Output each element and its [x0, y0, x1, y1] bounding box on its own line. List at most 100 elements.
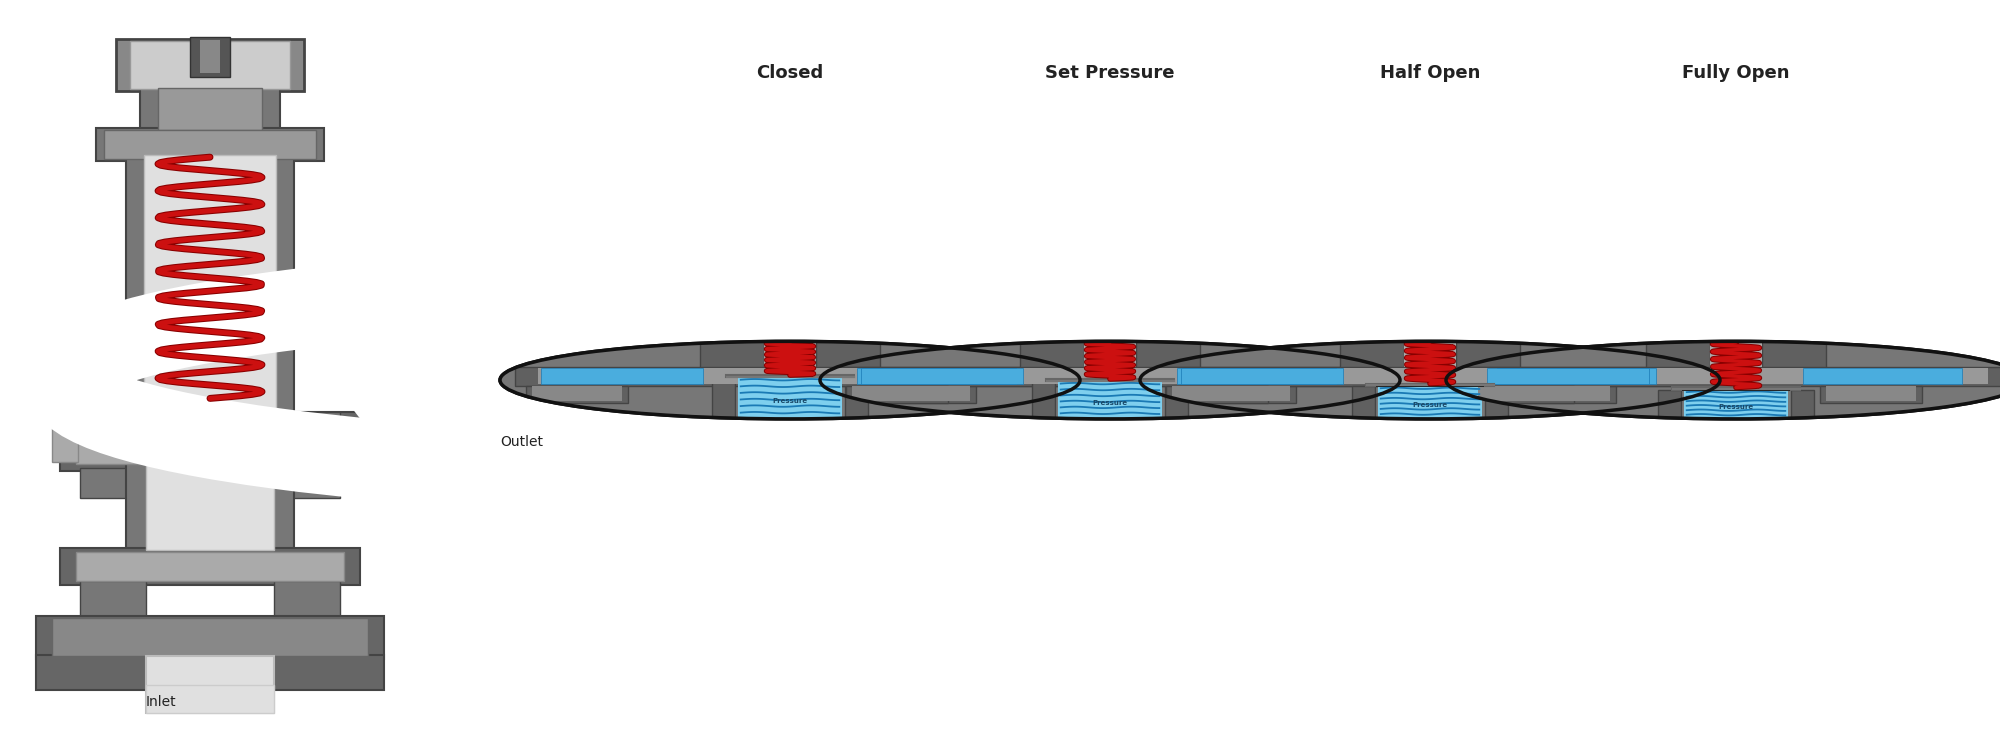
Bar	[1820, 385, 1922, 403]
Bar	[1496, 368, 1656, 384]
Bar	[1456, 339, 1520, 366]
Bar	[1646, 339, 1710, 366]
Bar	[1378, 386, 1482, 420]
Bar	[144, 155, 276, 414]
Text: Fully Open: Fully Open	[1682, 64, 1790, 82]
Bar	[1166, 385, 1268, 403]
Bar	[1472, 385, 1574, 403]
Bar	[1520, 386, 1610, 401]
Bar	[1404, 339, 1456, 366]
Bar	[700, 339, 764, 366]
Bar	[1340, 339, 1404, 366]
Bar	[712, 377, 734, 421]
Bar	[1672, 387, 1800, 390]
Bar	[1366, 384, 1494, 386]
Text: Inlet: Inlet	[146, 694, 176, 709]
Bar	[52, 418, 78, 462]
Bar	[1352, 386, 1374, 421]
Bar	[1032, 382, 1054, 421]
Bar	[764, 339, 816, 366]
Bar	[52, 618, 368, 656]
Bar	[274, 581, 340, 618]
Bar	[76, 552, 344, 581]
Text: Set Pressure: Set Pressure	[1046, 64, 1174, 82]
Bar	[1084, 339, 1136, 366]
Text: Half Open: Half Open	[1380, 64, 1480, 82]
Bar	[1484, 368, 1988, 384]
Bar	[1046, 379, 1174, 382]
Bar	[816, 339, 880, 366]
Bar	[1792, 390, 1814, 421]
Bar	[104, 130, 316, 159]
Bar	[1172, 386, 1262, 401]
Bar	[726, 375, 854, 377]
Bar	[140, 88, 280, 132]
Text: Pressure: Pressure	[1092, 400, 1128, 406]
Bar	[146, 414, 274, 420]
Text: Pressure: Pressure	[1718, 404, 1754, 410]
Bar	[274, 468, 340, 498]
Bar	[846, 377, 868, 421]
Bar	[540, 368, 704, 384]
Bar	[1486, 386, 1508, 421]
Bar	[60, 548, 360, 585]
Text: Pressure: Pressure	[1412, 402, 1448, 408]
Ellipse shape	[792, 338, 1428, 423]
Bar	[360, 421, 480, 462]
Bar	[538, 368, 1042, 384]
Ellipse shape	[820, 341, 1400, 419]
Bar	[1486, 368, 1650, 384]
Bar	[80, 412, 146, 444]
Bar	[116, 39, 304, 91]
Bar	[96, 128, 324, 161]
Bar	[1136, 339, 1200, 366]
Bar	[1194, 385, 1296, 403]
Bar	[1058, 382, 1162, 420]
Bar	[60, 412, 360, 471]
Ellipse shape	[1446, 341, 2000, 419]
Bar	[860, 368, 1024, 384]
Ellipse shape	[1140, 341, 1720, 419]
Bar	[1178, 368, 1682, 384]
Ellipse shape	[1416, 338, 2000, 423]
Bar	[1478, 386, 1568, 401]
Bar	[76, 419, 344, 464]
Text: Closed: Closed	[756, 64, 824, 82]
Bar	[146, 420, 274, 550]
Bar	[1020, 339, 1084, 366]
Bar	[858, 368, 1362, 384]
Bar	[144, 423, 340, 462]
Bar	[1826, 386, 1916, 401]
Ellipse shape	[500, 341, 1080, 419]
Bar	[738, 377, 842, 420]
Bar	[1710, 339, 1762, 366]
Bar	[856, 368, 1016, 384]
Bar	[140, 409, 280, 418]
Bar	[1154, 366, 1706, 385]
Bar	[126, 420, 294, 552]
Bar	[1460, 366, 2000, 385]
Bar	[200, 40, 220, 73]
Bar	[834, 366, 1386, 385]
Bar	[80, 468, 146, 498]
Bar	[1514, 385, 1616, 403]
Bar	[1166, 382, 1188, 421]
Bar	[880, 386, 970, 401]
Ellipse shape	[1112, 338, 1748, 423]
Text: Outlet: Outlet	[500, 434, 544, 449]
Bar	[130, 41, 290, 89]
Ellipse shape	[472, 338, 1108, 423]
Bar	[1180, 368, 1344, 384]
Bar	[1658, 390, 1680, 421]
Bar	[36, 616, 384, 659]
Bar	[526, 385, 628, 403]
Bar	[1176, 368, 1336, 384]
Bar	[126, 656, 294, 687]
Bar	[1762, 339, 1826, 366]
Bar	[274, 412, 340, 444]
Bar	[514, 366, 1066, 385]
Bar	[190, 37, 230, 77]
Bar	[80, 581, 146, 618]
Bar	[1802, 368, 1962, 384]
Bar	[532, 386, 622, 401]
